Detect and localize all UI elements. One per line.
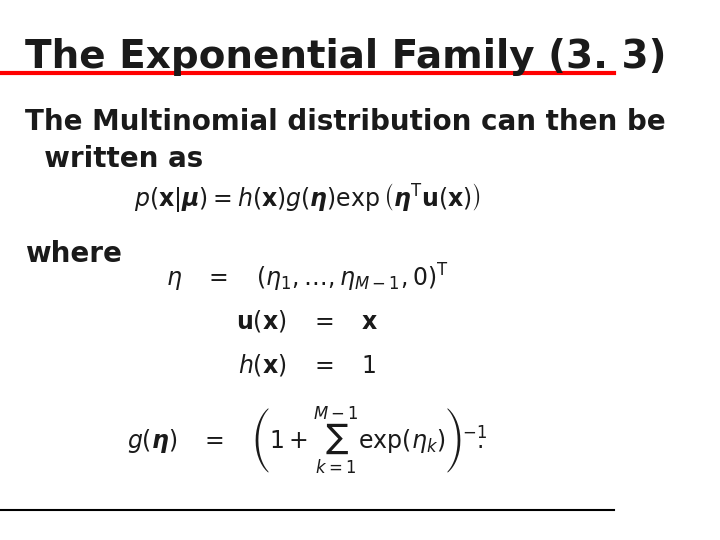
Text: The Multinomial distribution can then be
  written as: The Multinomial distribution can then be… bbox=[24, 108, 665, 173]
Text: The Exponential Family (3. 3): The Exponential Family (3. 3) bbox=[24, 38, 666, 76]
Text: where: where bbox=[24, 240, 122, 268]
Text: $\mathbf{u}(\mathbf{x}) \quad = \quad \mathbf{x}$: $\mathbf{u}(\mathbf{x}) \quad = \quad \m… bbox=[236, 308, 378, 334]
Text: $h(\mathbf{x}) \quad = \quad 1$: $h(\mathbf{x}) \quad = \quad 1$ bbox=[238, 352, 377, 377]
Text: $g(\boldsymbol{\eta}) \quad = \quad \left(1 + \sum_{k=1}^{M-1} \exp(\eta_k)\righ: $g(\boldsymbol{\eta}) \quad = \quad \lef… bbox=[127, 404, 487, 476]
Text: $p(\mathbf{x}|\boldsymbol{\mu}) = h(\mathbf{x})g(\boldsymbol{\eta}) \exp\left(\b: $p(\mathbf{x}|\boldsymbol{\mu}) = h(\mat… bbox=[134, 180, 480, 214]
Text: $\eta \quad = \quad (\eta_1, \ldots, \eta_{M-1}, 0)^{\mathrm{T}}$: $\eta \quad = \quad (\eta_1, \ldots, \et… bbox=[166, 262, 449, 294]
